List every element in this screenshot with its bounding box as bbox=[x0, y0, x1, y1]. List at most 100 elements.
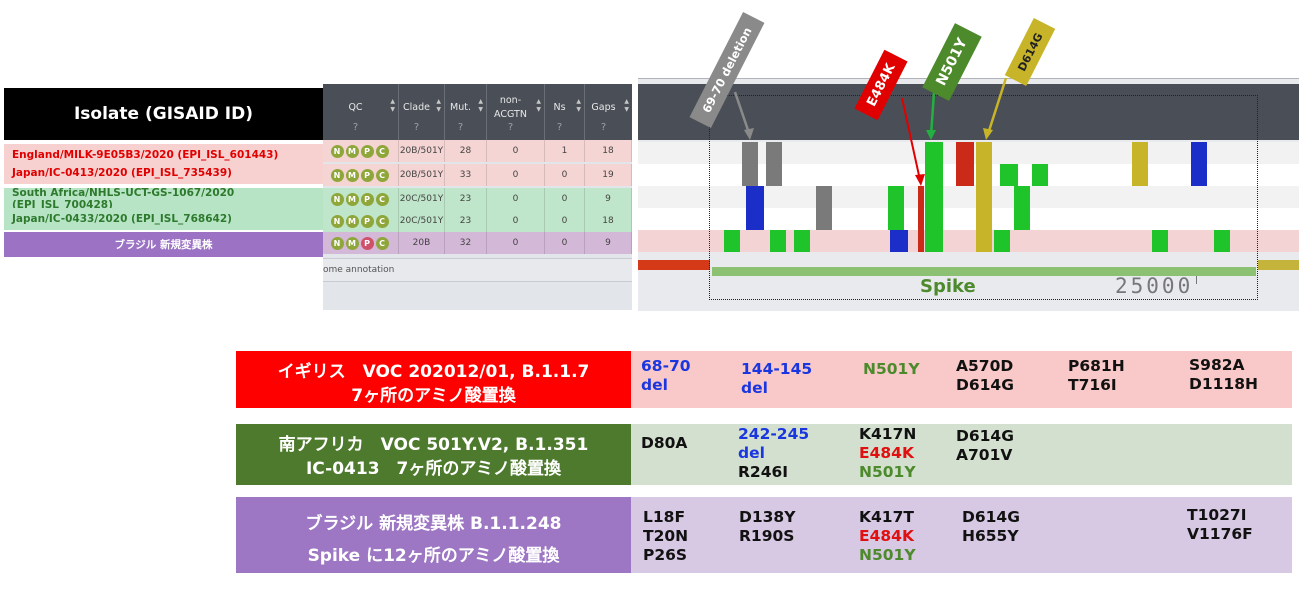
mutation: K417N E484K N501Y bbox=[859, 425, 917, 481]
mutation-bar bbox=[976, 208, 992, 230]
mutation-bar bbox=[1214, 230, 1230, 252]
mutation-bar bbox=[816, 208, 832, 230]
badge-c: C bbox=[375, 168, 389, 182]
mutation-bar bbox=[746, 208, 764, 230]
nonacgtn-cell: 0 bbox=[487, 210, 545, 232]
badge-p: P bbox=[360, 214, 374, 228]
gaps-cell: 18 bbox=[585, 210, 632, 232]
isolate-header: Isolate (GISAID ID) bbox=[4, 88, 323, 140]
col-header-qc[interactable]: QC ? ▲ ▼ bbox=[323, 84, 399, 140]
col-header-nonacgtn[interactable]: non- ACGTN ? ▲ ▼ bbox=[487, 84, 545, 140]
mutation-bar bbox=[890, 230, 908, 252]
mutation-bar bbox=[925, 230, 943, 252]
col-header-ns[interactable]: Ns ? ▲ ▼ bbox=[545, 84, 585, 140]
mutation-bar bbox=[976, 186, 992, 208]
mutation: 242-245 del R246I bbox=[738, 425, 810, 481]
col-header-gaps[interactable]: Gaps ? ▲ ▼ bbox=[585, 84, 632, 140]
mutation-bar bbox=[816, 186, 832, 208]
arrow-head bbox=[983, 128, 993, 140]
spike-gene-label: Spike bbox=[920, 276, 976, 297]
spike-gene-bar[interactable] bbox=[712, 267, 1256, 276]
variant-name: ブラジル 新規変異株 B.1.1.248 bbox=[305, 514, 562, 534]
genome-track-5 bbox=[638, 230, 1299, 252]
mutation-bar bbox=[918, 186, 924, 208]
isolate-row-japan-0413[interactable]: Japan/IC-0413/2020 (EPI_ISL_735439) bbox=[4, 162, 323, 184]
mutation-bar bbox=[925, 208, 943, 230]
mutation-bar bbox=[1132, 164, 1148, 186]
nonacgtn-cell: 0 bbox=[487, 188, 545, 210]
gene-segment-red bbox=[638, 260, 710, 270]
mutation: D614G H655Y bbox=[962, 508, 1020, 545]
col-help: ? bbox=[413, 122, 420, 133]
ns-cell: 0 bbox=[545, 188, 585, 210]
arrow-deletion bbox=[733, 91, 752, 137]
mutation-bar bbox=[794, 230, 810, 252]
clade-cell: 20B bbox=[399, 232, 445, 254]
isolate-row-england[interactable]: England/MILK-9E05B3/2020 (EPI_ISL_601443… bbox=[4, 144, 323, 166]
col-help: ? bbox=[600, 122, 607, 133]
sort-icon[interactable]: ▲ ▼ bbox=[436, 98, 441, 113]
col-header-clade[interactable]: Clade ? ▲ ▼ bbox=[399, 84, 445, 140]
badge-m: M bbox=[345, 192, 359, 206]
mutation: N501Y bbox=[863, 360, 920, 378]
gaps-cell: 19 bbox=[585, 164, 632, 186]
clade-cell: 20C/501Y bbox=[399, 210, 445, 232]
gaps-cell: 9 bbox=[585, 232, 632, 254]
mutation-bar bbox=[742, 142, 758, 164]
arrow-head bbox=[926, 130, 936, 140]
variant-label-brazil: ブラジル 新規変異株 B.1.1.248 Spike に12ヶ所のアミノ酸置換 bbox=[236, 497, 631, 573]
mutation: A570D D614G bbox=[956, 357, 1014, 394]
sort-icon[interactable]: ▲ ▼ bbox=[576, 98, 581, 113]
mutation: K417T E484K N501Y bbox=[859, 508, 916, 564]
sort-icon[interactable]: ▲ ▼ bbox=[478, 98, 483, 113]
genome-track-4 bbox=[638, 208, 1299, 230]
ns-cell: 0 bbox=[545, 232, 585, 254]
mut-cell: 28 bbox=[445, 140, 487, 162]
badge-m: M bbox=[345, 144, 359, 158]
gaps-cell: 9 bbox=[585, 188, 632, 210]
callout-arrows bbox=[733, 77, 1008, 186]
sort-icon[interactable]: ▲ ▼ bbox=[390, 98, 395, 113]
mutation-bar bbox=[1032, 164, 1048, 186]
mutation: D80A bbox=[641, 434, 688, 452]
col-header-mut[interactable]: Mut. ? ▲ ▼ bbox=[445, 84, 487, 140]
isolate-row-japan-0433[interactable]: Japan/IC-0433/2020 (EPI_ISL_768642) bbox=[4, 208, 323, 230]
arrow-n501y bbox=[929, 91, 936, 137]
clade-cell: 20B/501Y bbox=[399, 140, 445, 162]
badge-n: N bbox=[330, 214, 344, 228]
col-help: ? bbox=[352, 122, 359, 133]
mutation: 68-70 del bbox=[641, 357, 691, 394]
col-label: QC bbox=[348, 102, 363, 113]
arrow-e484k bbox=[901, 97, 921, 181]
mutation-bar bbox=[1000, 164, 1018, 186]
badge-p: P bbox=[360, 236, 374, 250]
clade-cell: 20B/501Y bbox=[399, 164, 445, 186]
arrow-head bbox=[915, 174, 925, 186]
sort-icon[interactable]: ▲ ▼ bbox=[624, 98, 629, 113]
col-label: Mut. bbox=[450, 102, 471, 113]
mutation-bar bbox=[724, 230, 740, 252]
mut-cell: 32 bbox=[445, 232, 487, 254]
badge-p: P bbox=[360, 192, 374, 206]
mutation-bar bbox=[976, 164, 992, 186]
mutation-bar bbox=[888, 208, 904, 230]
variant-mutations-uk: 68-70 del 144-145 del N501Y A570D D614G P68… bbox=[631, 351, 1292, 408]
badge-n: N bbox=[330, 168, 344, 182]
isolate-row-south-africa[interactable]: South Africa/NHLS-UCT-GS-1067/2020 (EPI_… bbox=[4, 187, 323, 211]
sort-icon[interactable]: ▲ ▼ bbox=[536, 98, 541, 113]
nonacgtn-cell: 0 bbox=[487, 164, 545, 186]
genome-annotation-row: ome annotation bbox=[323, 258, 632, 282]
mut-cell: 23 bbox=[445, 210, 487, 232]
ns-cell: 0 bbox=[545, 210, 585, 232]
variant-label-uk: イギリス VOC 202012/01, B.1.1.7 7ヶ所のアミノ酸置換 bbox=[236, 351, 631, 408]
isolate-row-brazil[interactable]: ブラジル 新規変異株 bbox=[4, 232, 323, 257]
badge-p: P bbox=[360, 168, 374, 182]
badge-c: C bbox=[375, 192, 389, 206]
